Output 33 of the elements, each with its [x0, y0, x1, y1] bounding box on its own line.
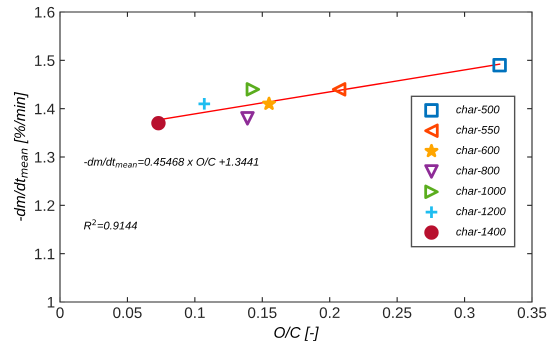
y-tick-label: 1.6 [35, 6, 54, 18]
y-axis-title: -dm/dt$_{mean}$ [%/min] [14, 92, 28, 221]
x-tick-label: 0.15 [248, 307, 277, 318]
annotation: R$^{2}$=0.9144 [84, 219, 138, 230]
legend-label: char-500 [456, 105, 500, 114]
x-tick-label: 0.2 [320, 307, 340, 318]
x-axis-title: O/C [-] [274, 326, 319, 341]
x-tick-label: 0.05 [113, 307, 142, 318]
legend-label: char-550 [456, 126, 500, 134]
x-tick-label: 0.3 [454, 307, 475, 318]
y-tick-label: 1.5 [35, 55, 54, 66]
x-tick-label: 0.25 [382, 307, 412, 318]
legend-label: char-1400 [456, 227, 506, 236]
point [197, 96, 212, 112]
point [492, 58, 507, 72]
y-tick-label: 1 [48, 297, 54, 308]
legend-label: char-1200 [456, 207, 506, 216]
y-tick-label: 1.3 [35, 152, 54, 163]
legend-label: char-600 [456, 146, 500, 154]
legend-label: char-1000 [456, 186, 506, 195]
y-tick-label: 1.2 [35, 200, 54, 211]
point [262, 96, 276, 110]
point [151, 116, 166, 130]
annotation: -dm/dt$_{mean}$=0.45468 x O/C +1.3441 [84, 158, 258, 168]
point [240, 111, 255, 126]
legend-label: char-800 [456, 166, 500, 174]
y-tick-label: 1.1 [35, 248, 54, 260]
x-tick-label: 0 [56, 307, 64, 318]
x-tick-label: 0.35 [518, 307, 546, 318]
point [246, 82, 260, 97]
point [332, 82, 346, 97]
x-tick-label: 0.1 [184, 307, 205, 318]
y-tick-label: 1.4 [35, 104, 55, 114]
